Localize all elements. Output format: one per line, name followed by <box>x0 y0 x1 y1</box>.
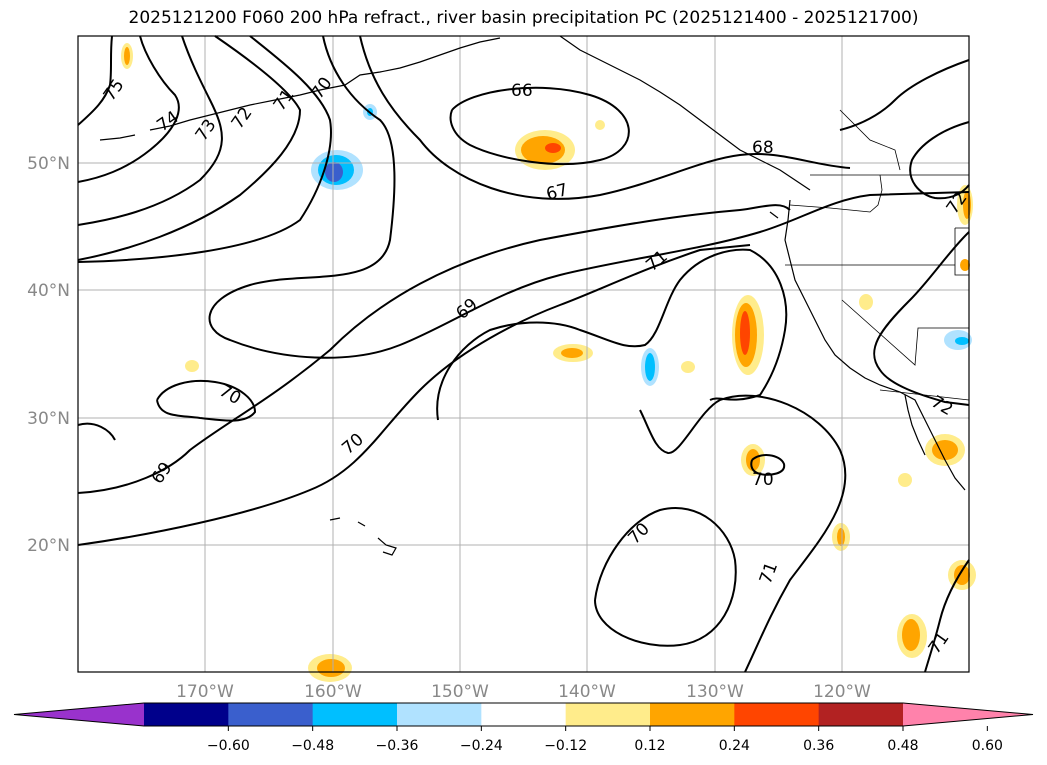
contour-line <box>594 507 737 647</box>
contour-line <box>436 248 788 421</box>
contour-label: 70 <box>752 470 774 490</box>
colorbar-tick-label: −0.36 <box>376 738 419 754</box>
contour-line <box>873 231 970 406</box>
contour-line <box>77 422 116 441</box>
longitude-labels: 170°W 160°W 150°W 140°W 130°W 120°W <box>176 682 871 702</box>
colorbar-extend-high <box>903 703 1033 726</box>
contour-line <box>77 35 180 183</box>
colorbar-segment <box>228 703 314 726</box>
precip-blob <box>561 348 583 358</box>
colorbar-segment <box>734 703 820 726</box>
coastlines <box>99 35 966 556</box>
contour-line <box>77 35 223 226</box>
colorbar-tick-label: −0.12 <box>544 738 587 754</box>
precip-blob <box>185 360 199 372</box>
colorbar-tick-label: 0.24 <box>719 738 750 754</box>
precip-blob <box>317 659 345 677</box>
precip-blob <box>521 136 565 164</box>
precip-blob <box>954 565 970 585</box>
lat-label: 30°N <box>27 409 70 429</box>
precip-blob <box>325 162 343 182</box>
colorbar-extend-low <box>14 703 144 726</box>
colorbar-segment <box>565 703 651 726</box>
map-title: 2025121200 F060 200 hPa refract., river … <box>128 8 919 28</box>
colorbar-segment <box>650 703 735 726</box>
precip-blob <box>545 143 561 153</box>
contour-line <box>77 35 332 263</box>
colorbar-segment <box>397 703 482 726</box>
lon-label: 160°W <box>304 682 362 702</box>
colorbar-tick-label: −0.48 <box>291 738 334 754</box>
colorbar-outline <box>13 702 1034 727</box>
contour-line <box>750 454 786 476</box>
lat-label: 40°N <box>27 281 70 301</box>
contour-line <box>449 86 630 165</box>
contour-label: 68 <box>752 138 774 158</box>
precip-blob <box>645 353 655 381</box>
lat-label: 50°N <box>27 154 70 174</box>
contour-line <box>77 244 751 546</box>
precip-blob <box>859 294 873 310</box>
contour-line <box>909 121 970 200</box>
colorbar-tick-label: 0.36 <box>803 738 834 754</box>
precip-blob <box>898 473 912 487</box>
contour-line <box>359 35 851 200</box>
lon-label: 150°W <box>431 682 489 702</box>
precip-blob <box>960 259 970 271</box>
contour-line <box>639 394 847 673</box>
colorbar-tick-label: 0.48 <box>887 738 918 754</box>
contour-label: 66 <box>511 81 533 101</box>
colorbar-segment <box>481 703 567 726</box>
colorbar-segment <box>818 703 904 726</box>
contour-line <box>156 379 257 422</box>
colorbar-segment <box>144 703 229 726</box>
contour-line <box>77 35 113 126</box>
precip-blob <box>740 311 750 355</box>
colorbar-tick-label: −0.24 <box>460 738 503 754</box>
precip-blob <box>124 47 130 65</box>
contour-line <box>77 35 302 261</box>
precip-blob <box>955 337 969 345</box>
colorbar-tick-label: −0.60 <box>207 738 250 754</box>
lon-label: 130°W <box>686 682 744 702</box>
colorbar: −0.60 −0.48 −0.36 −0.24 −0.12 0.12 0.24 0.36 0.4… <box>13 702 1034 754</box>
precip-blob <box>837 528 845 546</box>
map-frame <box>77 35 970 673</box>
precip-blob <box>681 361 695 373</box>
contour-line <box>208 35 970 359</box>
precip-blob <box>902 619 920 651</box>
refractivity-contours <box>77 35 970 673</box>
colorbar-segment <box>312 703 398 726</box>
latitude-labels: 50°N 40°N 30°N 20°N <box>27 154 70 556</box>
precip-blob <box>595 120 605 130</box>
lat-label: 20°N <box>27 536 70 556</box>
contour-line <box>77 204 791 494</box>
colorbar-tick-label: 0.12 <box>634 738 665 754</box>
lon-label: 170°W <box>176 682 234 702</box>
precip-shading <box>121 43 976 682</box>
contour-line <box>924 559 970 673</box>
contour-line <box>839 59 970 131</box>
lon-label: 140°W <box>558 682 616 702</box>
lon-label: 120°W <box>813 682 871 702</box>
colorbar-tick-label: 0.60 <box>972 738 1003 754</box>
precip-blob <box>932 440 958 460</box>
